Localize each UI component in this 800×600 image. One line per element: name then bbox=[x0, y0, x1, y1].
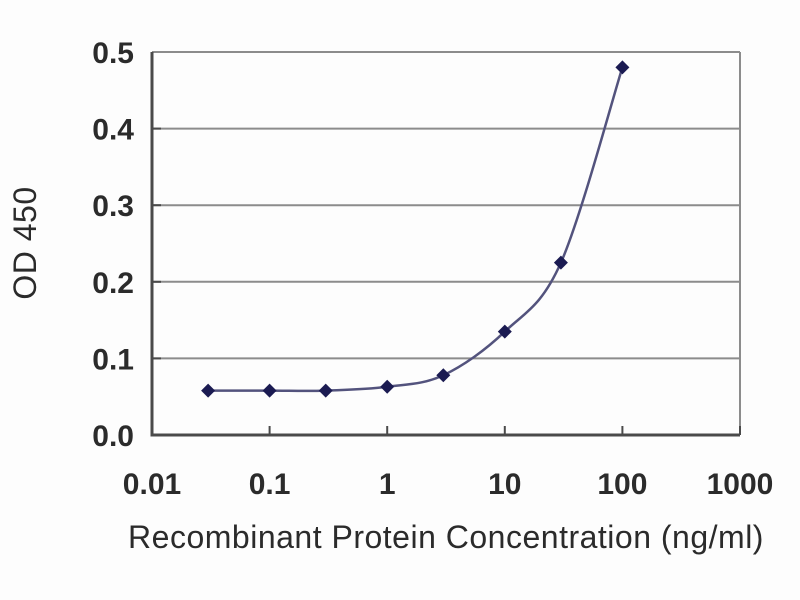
data-point-marker bbox=[262, 383, 277, 398]
x-tick-label: 1 bbox=[379, 468, 396, 501]
y-tick-label: 0.5 bbox=[92, 37, 134, 70]
series-line bbox=[208, 66, 624, 393]
axes bbox=[150, 52, 741, 437]
x-tick-label: 1000 bbox=[707, 468, 774, 501]
data-point-marker bbox=[615, 60, 630, 75]
x-tick-label: 0.01 bbox=[123, 468, 181, 501]
y-tick-label: 0.2 bbox=[92, 267, 134, 300]
data-point-marker bbox=[318, 383, 333, 398]
y-tick-label: 0.1 bbox=[92, 343, 134, 376]
data-series bbox=[201, 60, 630, 398]
y-tick-label: 0.4 bbox=[92, 114, 134, 147]
x-axis-title: Recombinant Protein Concentration (ng/ml… bbox=[128, 519, 764, 555]
tick-labels: 0.01 0.1 1 10 100 1000 0.0 0.1 0.2 0.3 0.4 0.5 bbox=[92, 37, 773, 501]
data-point-marker bbox=[380, 379, 395, 394]
y-tick-label: 0.3 bbox=[92, 190, 134, 223]
x-tick-label: 100 bbox=[597, 468, 647, 501]
y-axis-title: OD 450 bbox=[7, 186, 43, 299]
x-tick-label: 0.1 bbox=[249, 468, 291, 501]
data-point-marker bbox=[201, 383, 216, 398]
y-tick-label: 0.0 bbox=[92, 420, 134, 453]
gridlines bbox=[152, 51, 741, 435]
data-point-marker bbox=[497, 324, 512, 339]
data-point-marker bbox=[553, 255, 568, 270]
x-tick-label: 10 bbox=[488, 468, 521, 501]
data-point-marker bbox=[436, 368, 451, 383]
